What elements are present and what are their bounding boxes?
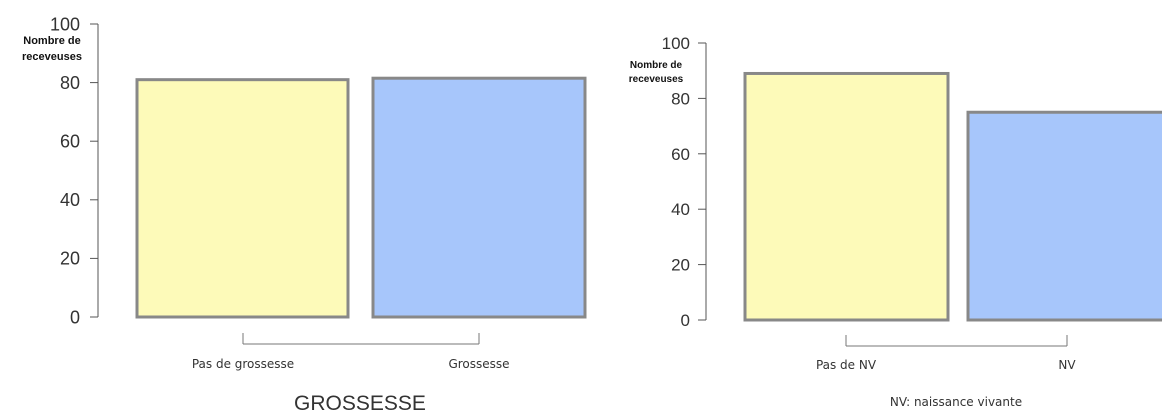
chart-1: Nombre de receveuses GROSSESSE 0 20 40 60 80… xyxy=(22,14,587,412)
chart-2-y-tick-label: 60 xyxy=(671,145,690,164)
chart-1-y-tick-label: 60 xyxy=(60,132,80,152)
chart-1-xlabel: GROSSESSE xyxy=(294,392,426,412)
chart-2-y-tick-label: 80 xyxy=(671,89,690,108)
chart-1-y-tick-label: 20 xyxy=(60,249,80,269)
chart-2-y-tick-label: 100 xyxy=(662,34,690,53)
chart-2: Nombre de receveuses NV: naissance vivan… xyxy=(629,34,1162,409)
chart-1-bar-1 xyxy=(135,78,350,319)
chart-1-y-tick-label: 40 xyxy=(60,190,80,210)
chart-1-ylabel-line-1: Nombre de xyxy=(23,35,80,47)
chart-2-note: NV: naissance vivante xyxy=(890,395,1022,409)
chart-2-ylabel-line-1: Nombre de xyxy=(630,60,683,71)
chart-2-y-tick-label: 40 xyxy=(671,200,690,219)
chart-2-category-label: NV xyxy=(1058,358,1076,372)
chart-2-bar-1 xyxy=(743,71,950,322)
chart-1-category-label: Pas de grossesse xyxy=(192,357,294,371)
chart-2-y-tick-label: 0 xyxy=(681,311,690,330)
chart-2-y-tick-label: 20 xyxy=(671,256,690,275)
chart-1-y-tick-label: 100 xyxy=(50,14,80,34)
chart-1-y-tick-label: 80 xyxy=(60,73,80,93)
chart-1-bar-2 xyxy=(371,76,587,319)
chart-1-y-tick-label: 0 xyxy=(70,307,80,327)
chart-2-bar-2 xyxy=(966,110,1162,322)
chart-2-ylabel-line-2: receveuses xyxy=(629,74,684,85)
chart-1-category-label: Grossesse xyxy=(448,357,509,371)
chart-2-category-label: Pas de NV xyxy=(816,358,877,372)
chart-1-ylabel-line-2: receveuses xyxy=(22,51,82,63)
